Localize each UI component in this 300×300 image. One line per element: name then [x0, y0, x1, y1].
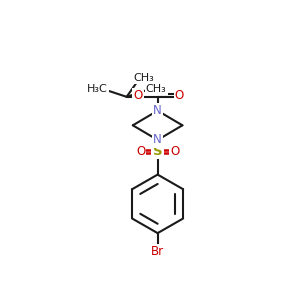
Text: O: O [134, 89, 143, 102]
Text: O: O [170, 145, 179, 158]
Text: N: N [153, 104, 162, 117]
Text: O: O [136, 145, 145, 158]
Text: S: S [153, 145, 162, 158]
Text: N: N [153, 134, 162, 146]
Text: CH₃: CH₃ [133, 73, 154, 83]
Text: H₃C: H₃C [87, 84, 108, 94]
Text: CH₃: CH₃ [146, 84, 166, 94]
Text: O: O [175, 89, 184, 102]
Text: Br: Br [151, 245, 164, 258]
